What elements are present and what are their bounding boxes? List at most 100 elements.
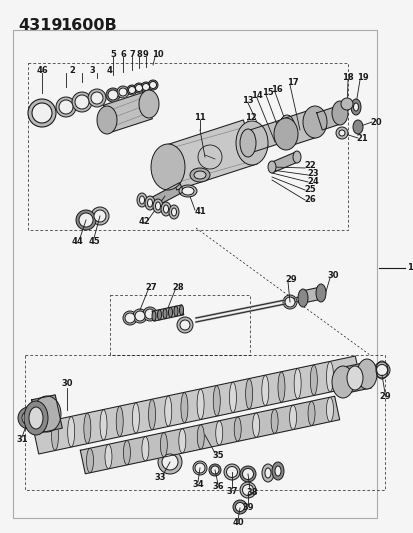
Ellipse shape [261,375,268,406]
Ellipse shape [271,409,278,433]
Ellipse shape [356,359,376,389]
Ellipse shape [134,83,144,93]
Ellipse shape [277,372,284,402]
Text: 19: 19 [356,72,368,82]
Ellipse shape [132,403,139,433]
Text: 18: 18 [342,72,353,82]
Text: 29: 29 [378,392,390,401]
Ellipse shape [163,205,168,213]
Ellipse shape [139,90,159,118]
Text: 27: 27 [145,282,157,292]
Ellipse shape [157,310,161,320]
Ellipse shape [335,127,347,139]
Ellipse shape [139,196,144,204]
Ellipse shape [234,417,241,441]
Polygon shape [32,395,62,433]
Ellipse shape [105,445,112,469]
Ellipse shape [178,185,197,197]
Ellipse shape [18,407,40,429]
Polygon shape [281,110,318,146]
Ellipse shape [168,308,172,317]
Ellipse shape [145,196,154,210]
Ellipse shape [33,396,61,432]
Ellipse shape [161,454,178,470]
Ellipse shape [373,362,389,378]
Ellipse shape [163,309,166,319]
Ellipse shape [307,401,314,425]
Text: 46: 46 [36,66,48,75]
Ellipse shape [151,144,185,190]
Ellipse shape [123,311,137,325]
Text: 4: 4 [107,66,113,75]
Text: 16: 16 [271,85,282,93]
Ellipse shape [75,95,89,109]
Ellipse shape [161,202,171,216]
Ellipse shape [284,297,294,307]
Polygon shape [301,287,321,303]
Polygon shape [244,119,289,152]
Text: 23: 23 [306,168,318,177]
Ellipse shape [331,366,353,398]
Ellipse shape [22,411,36,425]
Ellipse shape [235,121,267,165]
Ellipse shape [267,161,275,173]
Text: 31: 31 [16,435,28,445]
Ellipse shape [252,413,259,437]
Ellipse shape [326,398,333,422]
Ellipse shape [125,313,135,323]
Ellipse shape [245,379,252,409]
Ellipse shape [106,88,120,102]
Ellipse shape [375,365,387,376]
Ellipse shape [213,386,220,416]
Text: 35: 35 [212,451,223,461]
Text: 38: 38 [246,489,257,497]
Ellipse shape [182,187,194,195]
Ellipse shape [261,464,273,482]
Polygon shape [338,362,370,394]
Text: 12: 12 [244,112,256,122]
Polygon shape [162,120,257,190]
Ellipse shape [215,421,222,445]
Text: 44: 44 [71,237,83,246]
Ellipse shape [67,417,74,447]
Text: 36: 36 [212,482,223,491]
Text: 28: 28 [172,282,183,292]
Ellipse shape [135,85,142,92]
Text: 40: 40 [232,519,243,528]
Ellipse shape [133,309,147,323]
Ellipse shape [346,366,362,390]
Ellipse shape [94,210,106,222]
Ellipse shape [338,130,344,136]
Text: 4319: 4319 [18,18,62,33]
Ellipse shape [158,450,182,474]
Text: 17: 17 [287,77,298,86]
Ellipse shape [197,389,204,419]
Ellipse shape [179,305,183,315]
Ellipse shape [142,437,149,461]
Text: 26: 26 [304,196,315,205]
Text: 15: 15 [261,87,273,96]
Ellipse shape [147,80,158,90]
Ellipse shape [180,393,188,423]
Text: 30: 30 [61,379,73,389]
Polygon shape [145,183,184,209]
Ellipse shape [148,400,155,430]
Ellipse shape [226,466,237,478]
Ellipse shape [117,86,129,98]
Text: 10: 10 [152,50,164,59]
Ellipse shape [240,466,255,482]
Ellipse shape [233,500,247,514]
Ellipse shape [294,369,300,399]
Text: 3: 3 [89,66,95,75]
Ellipse shape [282,295,296,309]
Ellipse shape [28,99,56,127]
Polygon shape [270,152,299,172]
Ellipse shape [145,309,154,319]
Ellipse shape [152,311,156,321]
Ellipse shape [169,205,178,219]
Ellipse shape [79,213,93,227]
Ellipse shape [326,362,333,392]
Text: 1: 1 [406,263,412,272]
Text: 24: 24 [306,177,318,187]
Text: 37: 37 [225,488,237,497]
